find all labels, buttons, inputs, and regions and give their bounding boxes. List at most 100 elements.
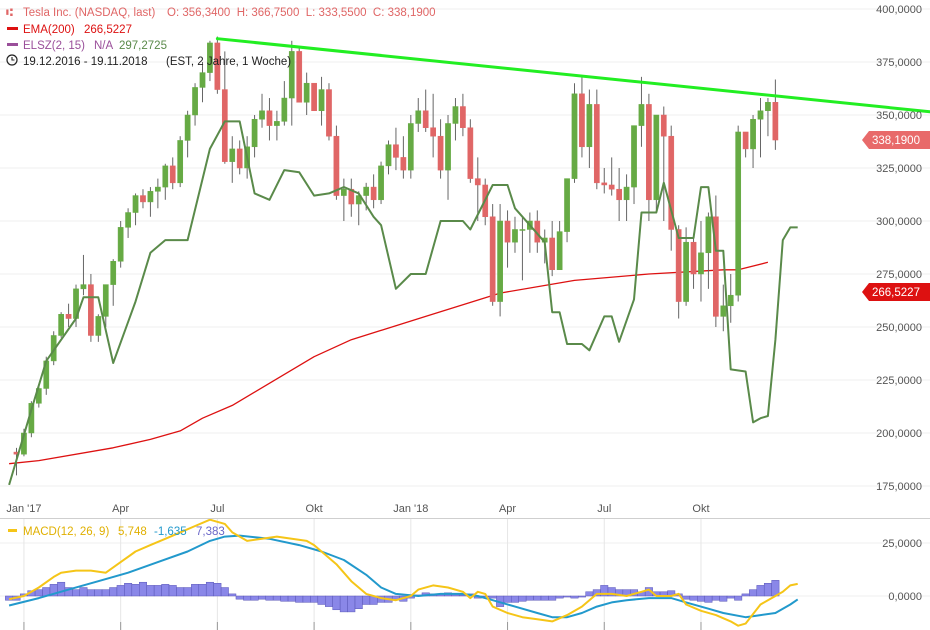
candle-body	[430, 127, 436, 137]
macd-bar	[198, 584, 207, 597]
candle	[221, 51, 228, 164]
macd-bar	[734, 595, 743, 601]
candle	[162, 163, 169, 200]
macd-bar	[116, 585, 125, 597]
candle-body	[579, 93, 585, 148]
macd-bar	[79, 587, 88, 597]
candle-body	[378, 165, 384, 201]
chart-title: Tesla Inc. (NASDAQ, last)	[23, 7, 155, 19]
x-tick-label: Okt	[306, 503, 323, 515]
macd-line	[8, 519, 798, 627]
candle	[549, 221, 556, 277]
macd-bar	[183, 587, 192, 597]
y-tick-label: 300,0000	[876, 216, 922, 228]
macd-bar	[332, 595, 341, 611]
candle-body	[564, 178, 570, 232]
y-tick-label: 250,0000	[876, 322, 922, 334]
candle-body	[489, 216, 496, 302]
candle-body	[102, 284, 109, 317]
ema-swatch	[7, 27, 18, 30]
macd-bar	[72, 589, 80, 597]
macd-bar	[287, 595, 296, 602]
candle-body	[88, 284, 94, 336]
candle-body	[757, 110, 764, 120]
macd-bar	[585, 591, 594, 597]
candle-body	[742, 131, 749, 150]
candle	[579, 76, 585, 158]
macd-bar	[347, 595, 356, 613]
candle-body	[556, 231, 563, 271]
elsz-line	[8, 120, 798, 486]
candle	[668, 125, 675, 251]
price-tag: 266,5227	[862, 282, 930, 301]
macd-bar	[280, 595, 289, 602]
candle-body	[445, 123, 451, 171]
candle	[422, 89, 429, 132]
macd-bar	[168, 585, 177, 597]
candle	[65, 303, 72, 327]
x-tick-label: Jul	[597, 503, 611, 515]
candle-body	[214, 42, 221, 90]
candle-body	[370, 186, 377, 201]
candle	[370, 174, 377, 209]
candle	[318, 76, 325, 126]
macd-bar	[689, 595, 698, 601]
candle	[460, 93, 466, 137]
candle-body	[474, 178, 481, 186]
macd-bar	[563, 595, 572, 598]
candle-body	[519, 229, 526, 231]
candle	[140, 189, 146, 209]
price-tag-shape	[862, 131, 930, 150]
candle-body	[140, 195, 146, 203]
candle-body	[199, 72, 206, 88]
y-tick-label: 375,0000	[876, 57, 922, 69]
candle-body	[117, 227, 124, 262]
macd-bar	[295, 595, 304, 603]
candle	[653, 114, 660, 211]
candle-body	[750, 118, 756, 150]
candle	[132, 193, 139, 226]
candle	[251, 115, 258, 158]
candle	[608, 157, 615, 196]
candle	[311, 82, 317, 112]
candle	[452, 98, 459, 141]
candle	[571, 83, 578, 183]
candle	[207, 40, 213, 82]
candle-body	[162, 165, 169, 188]
y-tick-label: 350,0000	[876, 110, 922, 122]
candle	[705, 212, 712, 289]
candle	[155, 178, 161, 209]
candle	[467, 119, 474, 183]
elsz-value: 297,2725	[119, 40, 167, 52]
candle-body	[236, 148, 243, 169]
macd-bar	[756, 585, 765, 597]
candle-body	[274, 121, 280, 126]
macd-bar	[34, 589, 43, 597]
candle	[646, 93, 652, 221]
candle-body	[437, 135, 444, 171]
candle	[445, 115, 451, 200]
macd-bar	[540, 595, 549, 601]
macd-bar	[719, 595, 728, 602]
elsz-legend-row: ELSZ(2, 15) N/A 297,2725	[7, 40, 167, 52]
candle	[177, 136, 184, 188]
candle	[616, 168, 622, 221]
candle-body	[549, 237, 556, 271]
candle	[236, 140, 243, 175]
macd-bar	[697, 595, 705, 602]
candle-body	[713, 216, 719, 317]
candle-body	[355, 195, 362, 205]
candle-body	[608, 184, 615, 190]
candle	[407, 115, 414, 179]
candle-body	[616, 188, 622, 201]
y-axis: 400,0000 375,0000 350,0000 325,0000 300,0000…	[876, 4, 922, 493]
range-note: (EST, 2 Jahre, 1 Woche)	[166, 56, 291, 68]
candle	[58, 312, 64, 338]
candle-body	[660, 114, 667, 137]
macd-bar	[139, 581, 147, 597]
macd-tick-label: 25,0000	[882, 538, 922, 550]
macd-bar	[109, 587, 118, 597]
candle-body	[229, 148, 236, 162]
candle-body	[653, 114, 660, 201]
macd-bar	[161, 584, 170, 597]
